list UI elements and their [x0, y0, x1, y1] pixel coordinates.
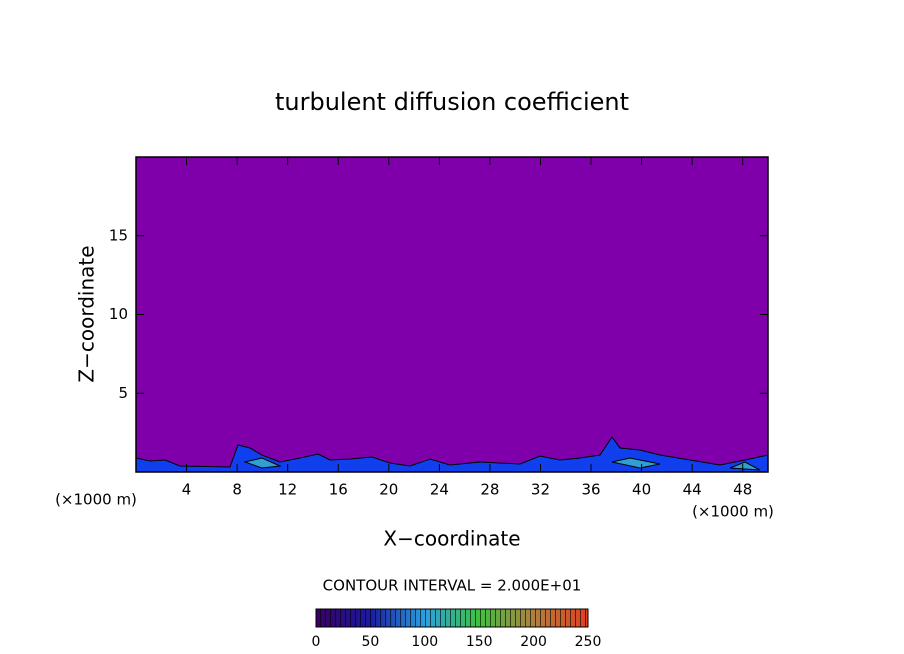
x-tick-label: 44 — [683, 481, 702, 499]
colorbar-tick-label: 100 — [411, 634, 438, 650]
colorbar-tick-label: 50 — [361, 634, 379, 650]
y-tick-label: 10 — [109, 305, 128, 323]
x-tick-label: 16 — [329, 481, 348, 499]
x-tick-label: 8 — [232, 481, 242, 499]
x-tick-label: 36 — [581, 481, 600, 499]
x-tick-label: 4 — [182, 481, 192, 499]
y-unit-label: (×1000 m) — [55, 491, 137, 509]
x-tick-label: 48 — [733, 481, 752, 499]
x-tick-label: 32 — [531, 481, 550, 499]
colorbar-tick-label: 150 — [466, 634, 493, 650]
colorbar-frame — [315, 608, 589, 628]
x-tick-label: 40 — [632, 481, 651, 499]
colorbar-tick-label: 0 — [312, 634, 321, 650]
y-tick-label: 15 — [109, 226, 128, 244]
contour-field — [136, 157, 768, 472]
x-unit-label: (×1000 m) — [692, 503, 774, 521]
contour-blobs — [136, 436, 768, 472]
colorbar-tick-label: 250 — [575, 634, 602, 650]
x-tick-label: 28 — [480, 481, 499, 499]
x-tick-label: 24 — [430, 481, 449, 499]
chart-title: turbulent diffusion coefficient — [275, 88, 629, 116]
x-tick-label: 20 — [379, 481, 398, 499]
x-axis-label: X−coordinate — [383, 527, 520, 551]
x-tick-label: 12 — [278, 481, 297, 499]
contour-interval: CONTOUR INTERVAL = 2.000E+01 — [323, 577, 582, 595]
y-axis-label: Z−coordinate — [75, 245, 99, 382]
y-tick-label: 5 — [118, 384, 128, 402]
colorbar-tick-label: 200 — [520, 634, 547, 650]
